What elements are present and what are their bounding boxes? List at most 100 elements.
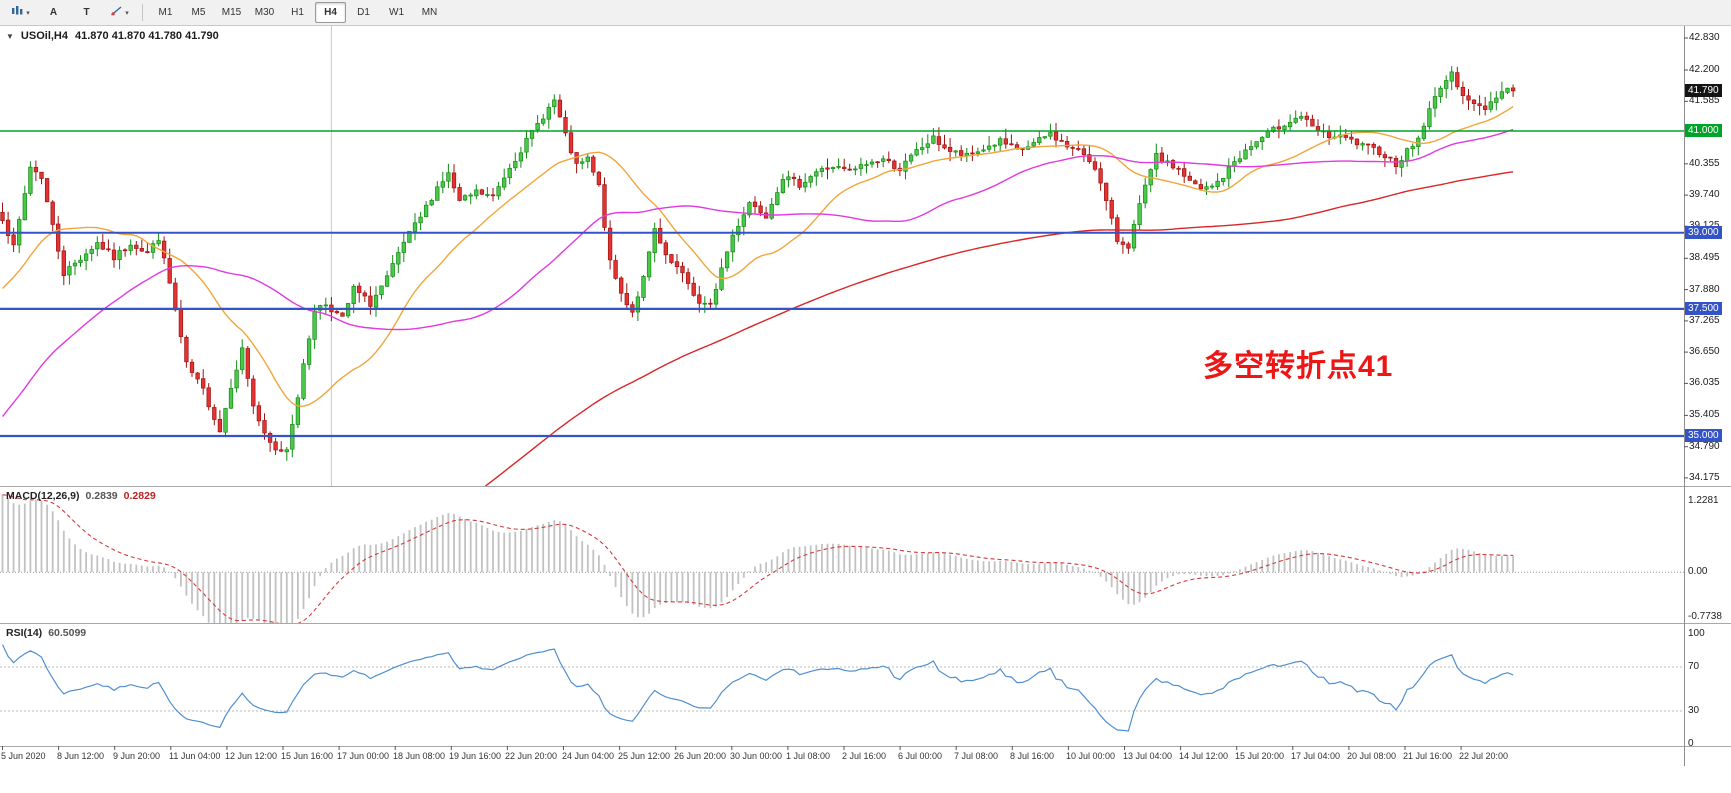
tool-chart-window[interactable]: ▾ bbox=[5, 2, 36, 23]
time-axis-label-17: 7 Jul 08:00 bbox=[954, 751, 999, 761]
timeframe-m30[interactable]: M30 bbox=[254, 7, 275, 18]
macd-axis-tick--0.7738: -0.7738 bbox=[1688, 611, 1722, 622]
rsi-label: RSI(14) bbox=[6, 627, 43, 639]
time-axis-label-13: 30 Jun 00:00 bbox=[730, 751, 783, 761]
macd-value-main: 0.2839 bbox=[85, 490, 118, 502]
time-axis-label-23: 17 Jul 04:00 bbox=[1291, 751, 1341, 761]
timeframe-m1[interactable]: M1 bbox=[158, 7, 173, 18]
time-axis-label-8: 19 Jun 16:00 bbox=[449, 751, 502, 761]
macd-label: MACD(12,26,9) bbox=[6, 490, 80, 502]
time-axis-label-0: 5 Jun 2020 bbox=[1, 751, 46, 761]
time-axis-label-10: 24 Jun 04:00 bbox=[562, 751, 615, 761]
tool-annotate-a[interactable]: A bbox=[38, 2, 69, 23]
bull-wicks bbox=[18, 66, 1508, 461]
ma-200-line[interactable] bbox=[3, 171, 1514, 793]
chart-icon bbox=[11, 5, 24, 20]
main-price-panel[interactable] bbox=[0, 26, 1684, 793]
time-axis-tickmarks bbox=[2, 746, 1462, 750]
chart-header: ▼ USOil,H4 41.870 41.870 41.780 41.790 bbox=[6, 30, 219, 42]
time-axis-label-7: 18 Jun 08:00 bbox=[393, 751, 446, 761]
rsi-axis-tick-0: 0 bbox=[1688, 738, 1694, 749]
rsi-axis-tick-30: 30 bbox=[1688, 705, 1700, 716]
macd-value-signal: 0.2829 bbox=[123, 490, 156, 502]
rsi-line bbox=[1, 644, 1514, 732]
time-axis-label-4: 12 Jun 12:00 bbox=[225, 751, 278, 761]
timeframe-h1[interactable]: H1 bbox=[291, 7, 304, 18]
macd-axis-tick-0.00: 0.00 bbox=[1688, 566, 1708, 577]
macd-axis-tick-1.2281: 1.2281 bbox=[1688, 495, 1719, 506]
time-axis-label-6: 17 Jun 00:00 bbox=[337, 751, 390, 761]
price-badge-37.500: 37.500 bbox=[1685, 302, 1722, 315]
macd-panel[interactable] bbox=[0, 494, 1684, 635]
time-axis-label-5: 15 Jun 16:00 bbox=[281, 751, 334, 761]
time-axis-label-20: 13 Jul 04:00 bbox=[1123, 751, 1173, 761]
ohlc-values: 41.870 41.870 41.780 41.790 bbox=[75, 30, 219, 42]
time-axis-label-14: 1 Jul 08:00 bbox=[786, 751, 831, 761]
price-axis-tick-36.035: 36.035 bbox=[1689, 377, 1720, 388]
tool-annotate-t[interactable]: T bbox=[71, 2, 102, 23]
timeframe-m5[interactable]: M5 bbox=[191, 7, 206, 18]
ma-21-line[interactable] bbox=[2, 106, 1514, 407]
price-axis-tick-39.740: 39.740 bbox=[1689, 189, 1720, 200]
price-axis-tick-40.355: 40.355 bbox=[1689, 158, 1720, 169]
chart-annotation: 多空转折点41 bbox=[1203, 350, 1394, 383]
tool-label: T bbox=[83, 7, 90, 18]
time-axis-label-22: 15 Jul 20:00 bbox=[1235, 751, 1285, 761]
candles bbox=[0, 71, 1516, 453]
price-badge-41.790: 41.790 bbox=[1685, 84, 1722, 97]
price-axis-tick-34.175: 34.175 bbox=[1689, 472, 1720, 483]
time-axis-label-11: 25 Jun 12:00 bbox=[618, 751, 671, 761]
timeframe-w1[interactable]: W1 bbox=[389, 7, 404, 18]
chevron-down-icon: ▾ bbox=[26, 9, 30, 17]
time-axis-label-18: 8 Jul 16:00 bbox=[1010, 751, 1055, 761]
collapse-icon[interactable]: ▼ bbox=[6, 31, 14, 41]
timeframe-mn[interactable]: MN bbox=[421, 7, 438, 18]
price-axis-tick-38.495: 38.495 bbox=[1689, 252, 1720, 263]
panel-separators bbox=[0, 26, 1731, 766]
time-axis-label-19: 10 Jul 00:00 bbox=[1066, 751, 1116, 761]
time-axis-label-25: 21 Jul 16:00 bbox=[1403, 751, 1453, 761]
price-axis-tick-37.265: 37.265 bbox=[1689, 315, 1720, 326]
timeframe-d1[interactable]: D1 bbox=[357, 7, 370, 18]
chevron-down-icon: ▾ bbox=[125, 9, 129, 17]
price-badge-35.000: 35.000 bbox=[1685, 429, 1722, 442]
price-axis-tick-39.125: 39.125 bbox=[1689, 220, 1720, 231]
timeframe-m15[interactable]: M15 bbox=[221, 7, 242, 18]
tool-label: A bbox=[49, 7, 58, 18]
price-axis-tick-42.200: 42.200 bbox=[1689, 64, 1720, 75]
price-badge-39.000: 39.000 bbox=[1685, 226, 1722, 239]
time-axis-label-24: 20 Jul 08:00 bbox=[1347, 751, 1397, 761]
price-axis-tick-37.880: 37.880 bbox=[1689, 284, 1720, 295]
time-axis-label-15: 2 Jul 16:00 bbox=[842, 751, 887, 761]
rsi-value: 60.5099 bbox=[48, 627, 87, 639]
macd-header: MACD(12,26,9) 0.2839 0.2829 bbox=[6, 490, 156, 502]
tool-draw-tools[interactable]: ▾ bbox=[104, 2, 135, 23]
macd-signal-line bbox=[2, 494, 1514, 623]
ma-55-line[interactable] bbox=[1, 128, 1514, 418]
time-axis-label-21: 14 Jul 12:00 bbox=[1179, 751, 1229, 761]
draw-icon bbox=[110, 5, 123, 20]
rsi-panel[interactable] bbox=[0, 644, 1684, 732]
price-axis-tick-35.405: 35.405 bbox=[1689, 409, 1720, 420]
rsi-header: RSI(14) 60.5099 bbox=[6, 627, 86, 639]
time-axis-label-16: 6 Jul 00:00 bbox=[898, 751, 943, 761]
symbol-label: USOil,H4 bbox=[20, 30, 68, 42]
time-axis-label-2: 9 Jun 20:00 bbox=[113, 751, 161, 761]
price-axis-tick-34.790: 34.790 bbox=[1689, 441, 1720, 452]
price-badge-41.000: 41.000 bbox=[1685, 124, 1722, 137]
rsi-axis-tick-100: 100 bbox=[1688, 628, 1705, 639]
toolbar: ▾ A T ▾ M1 M5 M15 M30 H1 H4 D1 W1 MN bbox=[0, 0, 1731, 26]
time-axis-label-3: 11 Jun 04:00 bbox=[169, 751, 221, 761]
price-axis-tick-36.650: 36.650 bbox=[1689, 346, 1720, 357]
price-axis-tick-41.585: 41.585 bbox=[1689, 95, 1720, 106]
timeframe-h4[interactable]: H4 bbox=[315, 2, 346, 23]
time-axis-label-1: 8 Jun 12:00 bbox=[57, 751, 105, 761]
rsi-axis-tick-70: 70 bbox=[1688, 661, 1700, 672]
time-axis-label-26: 22 Jul 20:00 bbox=[1459, 751, 1509, 761]
toolbar-separator bbox=[142, 4, 143, 21]
macd-histogram bbox=[1, 494, 1514, 623]
price-axis-tick-42.830: 42.830 bbox=[1689, 32, 1720, 43]
time-axis-label-12: 26 Jun 20:00 bbox=[674, 751, 727, 761]
